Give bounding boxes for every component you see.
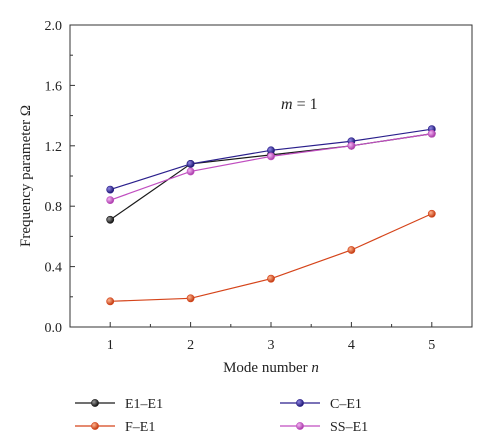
y-tick-label: 0.4 [45,261,63,276]
data-point [106,185,115,194]
x-tick-label: 1 [107,338,114,353]
x-axis: 1 2 3 4 5 [107,322,435,353]
series-E1–E1 [106,129,436,224]
series-line [109,133,432,201]
data-point [186,167,195,176]
data-point [347,141,356,150]
x-tick-label: 2 [187,338,194,353]
series-F–E1 [106,209,436,306]
data-point [347,246,356,254]
x-tick-label: 5 [428,338,435,353]
data-point [186,160,195,168]
data-point [427,129,436,138]
data-point [106,215,115,224]
legend-swatch-marker [91,399,99,407]
series-SS–E1 [106,129,436,205]
legend-item: C–E1 [280,397,362,412]
legend-label: SS–E1 [330,420,368,435]
legend-swatch-marker [296,422,304,430]
legend-label: C–E1 [330,397,362,412]
legend-item: F–E1 [75,420,155,435]
legend-label: F–E1 [125,420,155,435]
legend-label: E1–E1 [125,397,163,412]
y-tick-label: 0.8 [45,200,63,215]
data-point [106,196,115,205]
series-line [110,213,433,302]
x-axis-title: Mode number n [223,360,319,376]
data-point [427,209,436,218]
legend-swatch-marker [296,399,304,407]
x-tick-label: 3 [268,338,275,353]
legend-item: SS–E1 [280,420,368,435]
legend-item: E1–E1 [75,397,163,412]
y-axis: 0.0 0.4 0.8 1.2 1.6 2.0 [45,19,75,336]
x-tick-label: 4 [348,338,355,353]
data-point [186,294,195,303]
data-point [106,297,115,306]
y-axis-title: Frequency parameter Ω [18,105,34,247]
data-point [267,274,275,283]
y-tick-label: 0.0 [45,321,63,336]
y-tick-label: 2.0 [45,19,63,34]
annotation-m: m = 1 [281,96,318,113]
data-point [267,152,275,161]
legend: E1–E1 C–E1 F–E1 SS–E1 [75,397,368,435]
y-tick-label: 1.2 [45,140,63,155]
series-layer [106,125,436,306]
y-tick-label: 1.6 [45,79,63,94]
legend-swatch-marker [91,422,99,430]
